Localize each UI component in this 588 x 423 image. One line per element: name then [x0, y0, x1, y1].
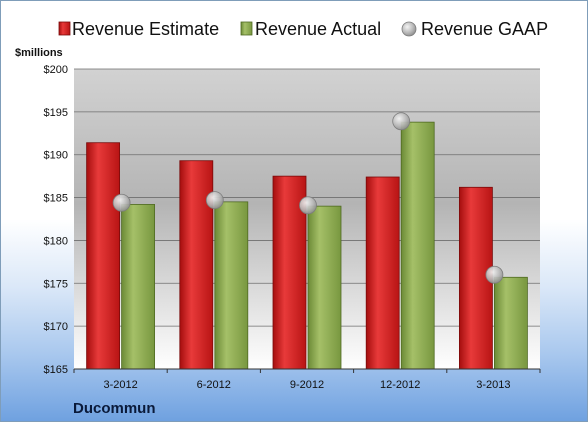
bar-actual	[400, 121, 435, 370]
bar-actual	[307, 205, 342, 370]
y-tick-label: $165	[44, 364, 68, 376]
y-tick-label: $200	[44, 64, 68, 76]
y-tick-label: $180	[44, 235, 68, 247]
legend: Revenue Estimate Revenue Actual Revenue …	[58, 19, 548, 39]
y-tick-label: $190	[44, 150, 68, 162]
marker-gaap	[485, 265, 504, 284]
bar-estimate	[365, 176, 400, 370]
y-axis: $165 $170 $175 $180 $185 $190 $195 $200	[44, 64, 68, 376]
y-tick-label: $185	[44, 193, 68, 205]
legend-swatch-gaap	[401, 21, 417, 37]
bars	[86, 121, 528, 370]
marker-gaap	[112, 193, 131, 212]
company-name: Ducommun	[73, 400, 156, 417]
gaap-markers	[112, 112, 504, 284]
x-tick-label: 12-2012	[380, 379, 420, 391]
x-tick-label: 6-2012	[197, 379, 231, 391]
y-tick-label: $175	[44, 278, 68, 290]
legend-swatch-actual	[240, 21, 253, 36]
x-tick-label: 3-2012	[103, 379, 137, 391]
bar-estimate	[179, 160, 214, 370]
bar-actual	[214, 201, 249, 370]
bar-actual	[121, 204, 155, 370]
legend-label-actual: Revenue Actual	[255, 19, 381, 39]
legend-label-gaap: Revenue GAAP	[421, 19, 548, 39]
marker-gaap	[205, 191, 224, 210]
x-tick-label: 3-2013	[476, 379, 510, 391]
legend-label-estimate: Revenue Estimate	[72, 19, 219, 39]
marker-gaap	[392, 112, 411, 131]
y-tick-label: $170	[44, 321, 68, 333]
marker-gaap	[299, 196, 317, 215]
y-tick-label: $195	[44, 107, 68, 119]
x-tick-label: 9-2012	[290, 379, 324, 391]
bar-estimate	[86, 142, 120, 370]
x-axis: 3-2012 6-2012 9-2012 12-2012 3-2013	[73, 369, 541, 391]
legend-swatch-estimate	[58, 21, 71, 36]
y-unit-label: $millions	[15, 47, 63, 59]
bar-actual	[493, 276, 528, 370]
